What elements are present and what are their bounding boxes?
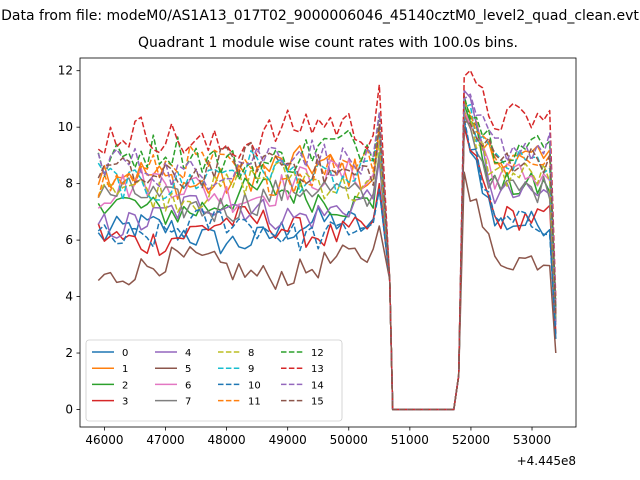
series-line-9 — [97, 103, 557, 411]
y-tick-label: 0 — [65, 402, 73, 416]
x-tick-label: 51000 — [391, 433, 429, 447]
legend-label-3: 3 — [122, 397, 128, 408]
x-tick-label: 47000 — [146, 433, 184, 447]
y-tick-label: 4 — [65, 290, 73, 304]
legend-label-4: 4 — [185, 348, 191, 359]
legend-label-7: 7 — [185, 397, 191, 408]
y-tick-label: 12 — [58, 64, 73, 78]
legend-label-0: 0 — [122, 348, 128, 359]
x-tick-label: 53000 — [513, 433, 551, 447]
x-tick-label: 48000 — [208, 433, 246, 447]
series-line-5 — [97, 171, 557, 411]
axes-frame — [79, 57, 577, 428]
series-line-12 — [97, 95, 557, 411]
legend-label-12: 12 — [311, 348, 324, 359]
series-line-13 — [97, 69, 557, 411]
series-line-3 — [97, 126, 557, 411]
y-tick-label: 2 — [65, 346, 73, 360]
legend-label-15: 15 — [311, 397, 324, 408]
y-tick-label: 8 — [65, 177, 73, 191]
series-group — [97, 69, 557, 411]
x-tick-label: 49000 — [269, 433, 307, 447]
figure-suptitle: Data from file: modeM0/AS1A13_017T02_900… — [1, 8, 639, 24]
legend-label-9: 9 — [248, 364, 254, 375]
series-line-10 — [97, 117, 557, 411]
x-tick-label: 52000 — [452, 433, 490, 447]
legend-label-14: 14 — [311, 380, 324, 391]
legend-label-5: 5 — [185, 364, 191, 375]
y-tick-label: 6 — [65, 233, 73, 247]
series-line-6 — [97, 109, 557, 411]
legend-label-6: 6 — [185, 380, 191, 391]
series-line-15 — [97, 120, 557, 411]
y-tick-label: 10 — [58, 120, 73, 134]
series-line-8 — [97, 112, 557, 411]
legend-label-11: 11 — [248, 397, 261, 408]
legend-label-13: 13 — [311, 364, 324, 375]
legend-label-8: 8 — [248, 348, 254, 359]
legend-label-10: 10 — [248, 380, 261, 391]
x-offset-label: +4.445e8 — [517, 454, 576, 468]
series-line-7 — [97, 115, 557, 411]
x-tick-label: 46000 — [85, 433, 123, 447]
series-line-11 — [97, 101, 557, 411]
legend-label-1: 1 — [122, 364, 128, 375]
legend-label-2: 2 — [122, 380, 128, 391]
chart-title: Quadrant 1 module wise count rates with … — [138, 35, 518, 51]
legend-frame — [85, 339, 343, 422]
x-tick-label: 50000 — [330, 433, 368, 447]
